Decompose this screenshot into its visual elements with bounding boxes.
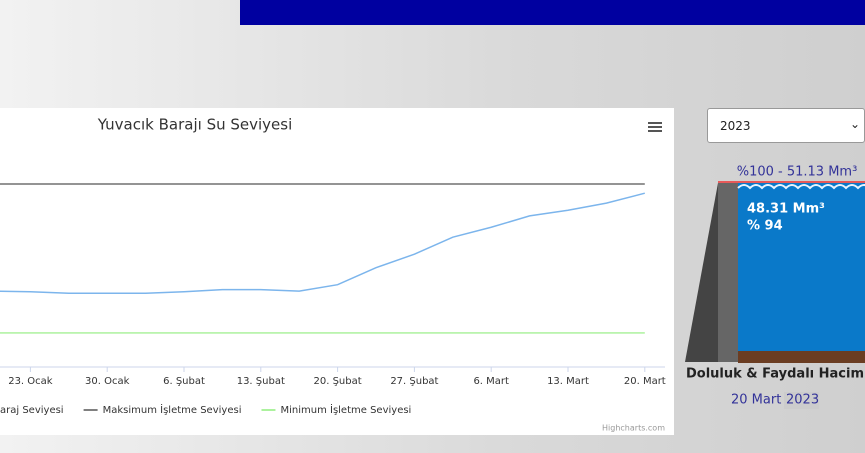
year-select-value: 2023 [720, 119, 751, 133]
year-highlight [784, 392, 819, 409]
caption: Doluluk & Faydalı Hacim [686, 367, 864, 382]
series-line [0, 192, 645, 294]
header-bar [240, 0, 865, 25]
x-tick-label: 6. Mart [473, 376, 509, 387]
wave [737, 184, 865, 190]
menu-button[interactable] [648, 122, 662, 132]
x-tick-label: 13. Şubat [237, 376, 285, 387]
x-tick-label: 6. Şubat [163, 376, 205, 387]
credits[interactable]: Highcharts.com [602, 424, 665, 433]
x-tick-label: 13. Mart [547, 376, 589, 387]
legend-item: araj Seviyesi [0, 405, 64, 416]
x-tick-label: 30. Ocak [85, 376, 130, 387]
capacity-label: %100 - 51.13 Mm³ [737, 165, 858, 180]
date: 20 Mart [731, 393, 781, 408]
soil [738, 351, 865, 363]
dam-widget: %100 - 51.13 Mm³ 48.31 Mm³ % 94 Doluluk … [685, 165, 865, 409]
volume: 48.31 Mm³ [747, 202, 825, 217]
chart-title: Yuvacık Barajı Su Seviyesi [97, 116, 293, 134]
x-tick-label: 20. Mart [624, 376, 666, 387]
percent: % 94 [747, 219, 783, 234]
chart-container: Yuvacık Barajı Su Seviyesi Highcharts.co… [0, 108, 674, 435]
year: 2023 [786, 393, 819, 408]
water [738, 183, 865, 351]
legend-item: Minimum İşletme Seviyesi [280, 403, 411, 416]
x-tick-label: 20. Şubat [314, 376, 362, 387]
legend-item: Maksimum İşletme Seviyesi [103, 403, 242, 416]
chart: Yuvacık Barajı Su Seviyesi Highcharts.co… [0, 116, 666, 433]
select-arrow: ⌄ [849, 117, 860, 131]
x-tick-label: 23. Ocak [8, 376, 53, 387]
x-tick-label: 27. Şubat [390, 376, 438, 387]
dam-face [718, 183, 738, 362]
